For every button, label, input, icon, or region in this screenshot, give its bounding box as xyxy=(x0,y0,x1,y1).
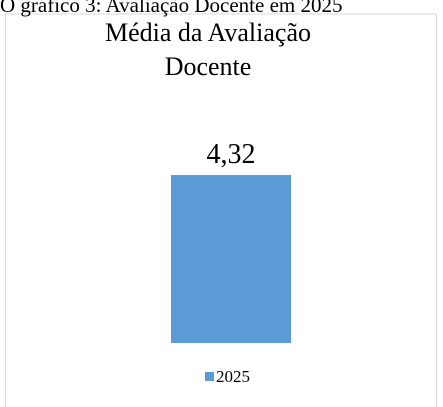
chart-title: Média da Avaliação Docente xyxy=(105,18,311,81)
data-label: 4,32 xyxy=(207,139,256,170)
bar xyxy=(171,175,291,343)
legend-swatch xyxy=(205,372,214,381)
chart-frame xyxy=(5,13,437,407)
legend-label: 2025 xyxy=(216,367,250,386)
caption: O gráfico 3: Avaliação Docente em 2025 xyxy=(0,0,342,17)
